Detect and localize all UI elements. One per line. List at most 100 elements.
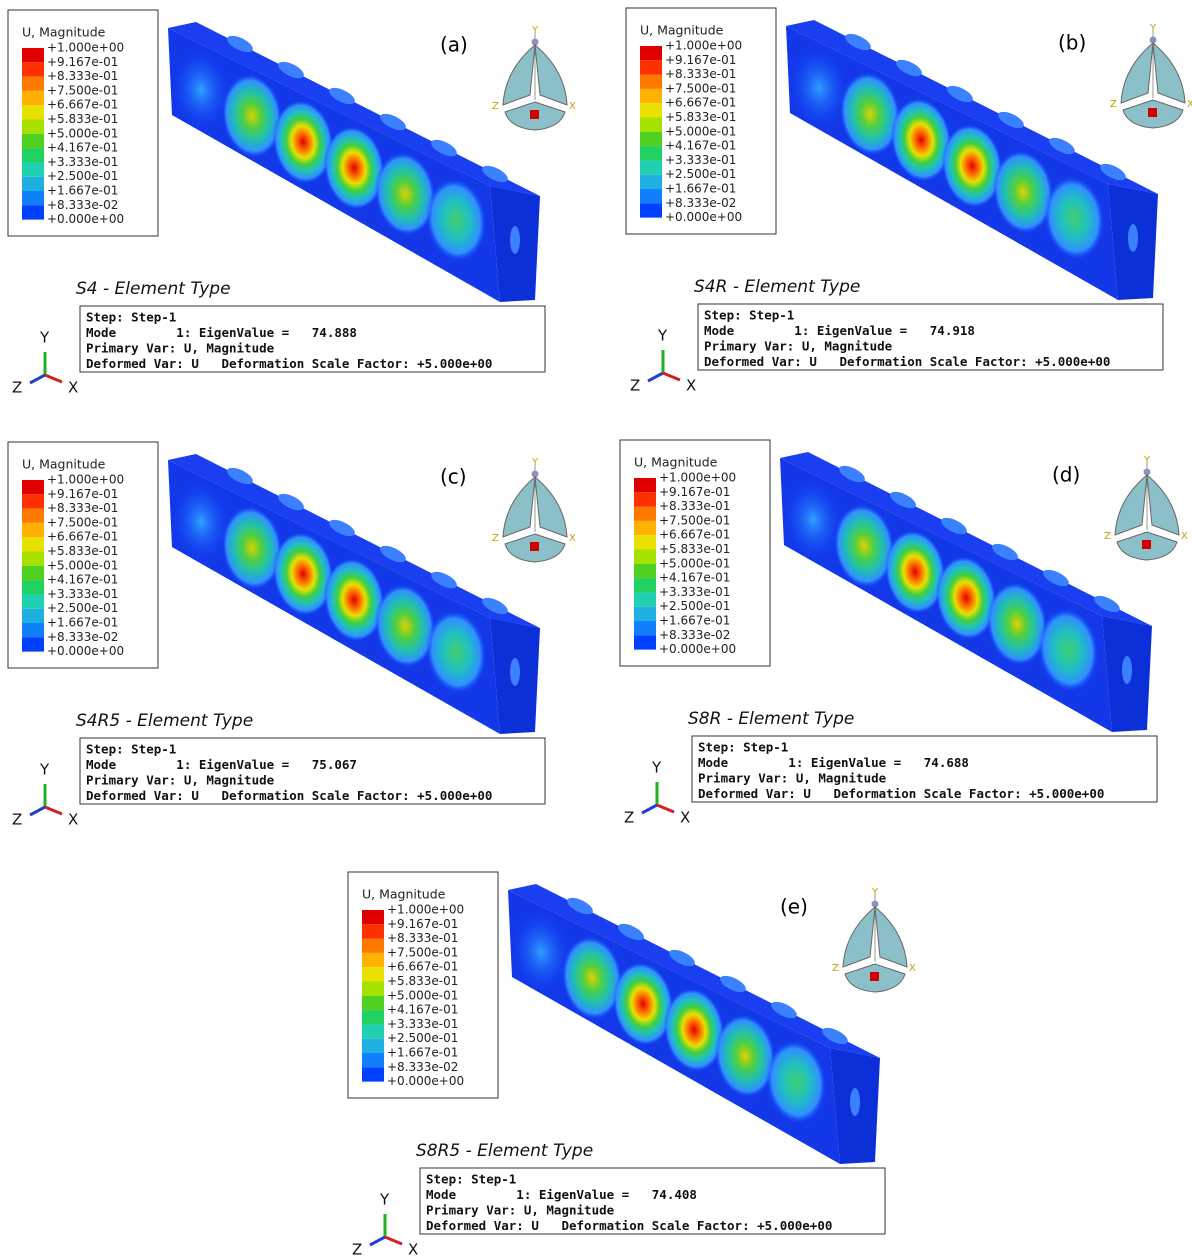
legend-swatch [22, 523, 44, 537]
legend-swatch [22, 537, 44, 551]
legend-label: +5.833e-01 [387, 974, 458, 988]
legend-label: +1.667e-01 [47, 616, 118, 630]
panel: U, Magnitude+1.000e+00+9.167e-01+8.333e-… [348, 872, 916, 1257]
triad-label-x: X [680, 809, 690, 827]
panel-label: (b) [1058, 31, 1086, 55]
legend-label: +8.333e-02 [387, 1060, 458, 1074]
legend-label: +9.167e-01 [659, 485, 730, 499]
legend-swatch [362, 996, 384, 1010]
legend-label: +2.500e-01 [387, 1031, 458, 1045]
legend-swatch [640, 75, 662, 89]
legend-swatch [640, 118, 662, 132]
element-type: S8R - Element Type [688, 709, 854, 729]
triad-label-y: Y [657, 327, 668, 345]
legend-label: +5.833e-01 [47, 544, 118, 558]
legend-swatch [362, 1067, 384, 1081]
legend-label: +3.333e-01 [659, 585, 730, 599]
legend-swatch [22, 594, 44, 608]
legend-label: +8.333e-01 [47, 69, 118, 83]
panel-label: (d) [1052, 463, 1080, 487]
triad-label-z: Z [12, 379, 22, 397]
legend-label: +6.667e-01 [47, 98, 118, 112]
legend-swatch [640, 203, 662, 217]
legend-swatch [634, 507, 656, 521]
legend-label: +8.333e-01 [387, 931, 458, 945]
triad-z [642, 805, 657, 813]
legend-label: +0.000e+00 [387, 1074, 464, 1088]
legend-swatch [362, 924, 384, 938]
legend-label: +7.500e-01 [47, 83, 118, 97]
legend-swatch [22, 120, 44, 134]
end-spot [510, 226, 520, 254]
legend-title: U, Magnitude [634, 455, 718, 470]
cube-right [1153, 43, 1185, 103]
triad-label-x: X [68, 811, 78, 829]
legend-label: +2.500e-01 [47, 601, 118, 615]
cube-x: X [569, 101, 576, 112]
triad-label-x: X [686, 377, 696, 395]
legend-swatch [634, 535, 656, 549]
legend-label: +9.167e-01 [665, 53, 736, 67]
info-line: Step: Step-1 [426, 1172, 516, 1187]
cube-left [503, 477, 535, 537]
legend-label: +7.500e-01 [665, 81, 736, 95]
panel-label: (e) [780, 895, 808, 919]
legend-label: +5.000e-01 [665, 124, 736, 138]
legend-swatch [22, 609, 44, 623]
cube-right [1147, 475, 1179, 535]
panel: U, Magnitude+1.000e+00+9.167e-01+8.333e-… [8, 442, 576, 829]
info-line: Deformed Var: U Deformation Scale Factor… [698, 786, 1104, 801]
legend-label: +0.000e+00 [47, 212, 124, 226]
cube-left [1115, 475, 1147, 535]
legend-swatch [634, 521, 656, 535]
element-type: S4R5 - Element Type [76, 711, 253, 731]
legend-swatch [640, 132, 662, 146]
legend-label: +8.333e-02 [659, 628, 730, 642]
legend-swatch [22, 62, 44, 76]
legend-swatch [22, 205, 44, 219]
legend-swatch [640, 160, 662, 174]
legend-swatch [22, 566, 44, 580]
cube-center [1148, 108, 1157, 117]
legend-swatch [362, 1053, 384, 1067]
info-line: Deformed Var: U Deformation Scale Factor… [86, 788, 492, 803]
legend-swatch [634, 478, 656, 492]
legend-label: +6.667e-01 [665, 96, 736, 110]
legend-label: +9.167e-01 [387, 917, 458, 931]
legend-label: +1.667e-01 [665, 182, 736, 196]
legend-label: +8.333e-02 [47, 630, 118, 644]
triad-z [648, 373, 663, 381]
legend-swatch [22, 162, 44, 176]
legend-swatch [362, 982, 384, 996]
cube-y: Y [871, 887, 879, 898]
legend-label: +1.667e-01 [47, 184, 118, 198]
info-line: Deformed Var: U Deformation Scale Factor… [704, 354, 1110, 369]
legend-label: +8.333e-01 [665, 67, 736, 81]
legend-label: +9.167e-01 [47, 55, 118, 69]
info-line: Mode 1: EigenValue = 74.918 [704, 323, 975, 338]
info-line: Step: Step-1 [704, 308, 794, 323]
legend-swatch [22, 177, 44, 191]
legend-swatch [362, 939, 384, 953]
legend-label: +8.333e-01 [659, 499, 730, 513]
panel: U, Magnitude+1.000e+00+9.167e-01+8.333e-… [626, 8, 1192, 395]
legend-label: +6.667e-01 [387, 960, 458, 974]
cube-center [530, 542, 539, 551]
cube-x: X [1187, 99, 1192, 110]
legend-label: +5.833e-01 [47, 112, 118, 126]
legend-swatch [22, 191, 44, 205]
cube-right [535, 477, 567, 537]
legend-swatch [640, 146, 662, 160]
legend-label: +3.333e-01 [665, 153, 736, 167]
legend-label: +7.500e-01 [659, 513, 730, 527]
legend-label: +1.000e+00 [659, 471, 736, 485]
legend-label: +4.167e-01 [387, 1003, 458, 1017]
legend-swatch [22, 580, 44, 594]
legend-label: +1.667e-01 [659, 614, 730, 628]
cube-x: X [909, 963, 916, 974]
legend-label: +5.000e-01 [659, 556, 730, 570]
legend-label: +1.000e+00 [47, 473, 124, 487]
legend-label: +3.333e-01 [387, 1017, 458, 1031]
triad-label-z: Z [352, 1241, 362, 1257]
triad-label-z: Z [624, 809, 634, 827]
